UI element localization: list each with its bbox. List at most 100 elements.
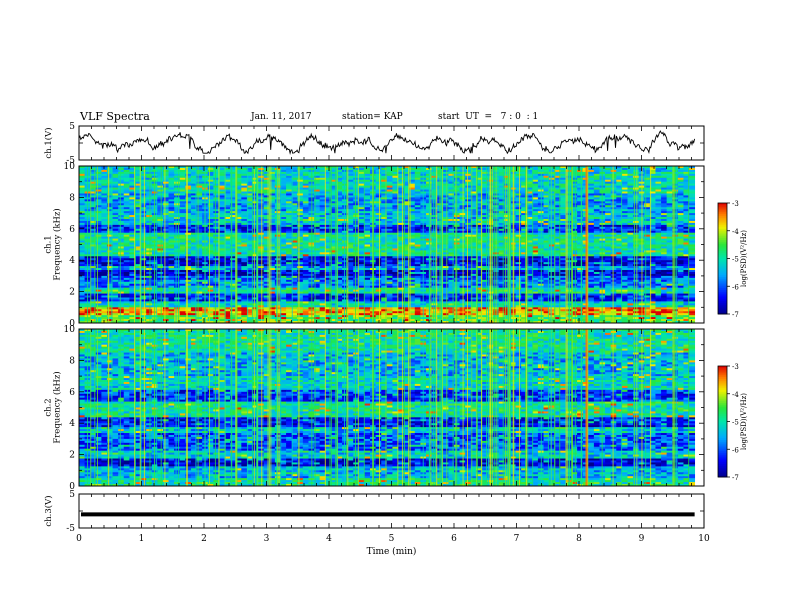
ch1-spectrogram-cell — [633, 181, 640, 185]
ch1-spectrogram-cell — [347, 169, 354, 173]
ch1-spectrogram-cell — [224, 185, 231, 188]
ch1-spectrogram-cell — [633, 189, 640, 192]
ch1-spectrogram-cell — [342, 195, 349, 198]
ch1-spectrogram-cell — [442, 203, 449, 206]
ch1-spectrogram-cell — [409, 173, 416, 177]
ch1-spectrogram-cell — [314, 209, 321, 212]
ch1-spectrogram-cell — [526, 166, 533, 169]
ch1-spectrogram-cell — [605, 171, 612, 175]
ch1-spectrogram-cell — [353, 179, 360, 183]
ch1-spectrogram-cell — [218, 203, 225, 206]
ch1-spectrogram-cell — [213, 175, 220, 179]
ch1-spectrogram-cell — [336, 213, 343, 216]
ch1-spectrogram-cell — [157, 183, 164, 187]
ch1-spectrogram-cell — [185, 167, 192, 171]
ch1-spectrogram-cell — [431, 191, 438, 194]
ch1-spectrogram-cell — [554, 181, 561, 185]
ch1-spectrogram-cell — [605, 197, 612, 200]
ch1-spectrogram-cell — [649, 191, 656, 194]
ch1-spectrogram-cell — [342, 167, 349, 171]
ch1-spectrogram-cell — [246, 169, 253, 173]
ch1-spectrogram-cell — [593, 169, 600, 173]
ch1-spectrogram-cell — [190, 197, 197, 200]
ch1-spectrogram-cell — [593, 181, 600, 185]
ch1-spectrogram-cell — [185, 166, 192, 169]
ch1-spectrogram-cell — [185, 171, 192, 175]
ch1-spectrogram-cell — [476, 207, 483, 210]
ch1-spectrogram-cell — [353, 197, 360, 200]
ch1-spectrogram-cell — [521, 209, 528, 212]
ch1-spectrogram-cell — [521, 171, 528, 175]
ch1-spectrogram-cell — [392, 201, 399, 204]
ch1-spectrogram-cell — [621, 201, 628, 204]
ch1-spectrogram-cell — [593, 183, 600, 187]
ch1-spectrogram-cell — [213, 215, 220, 218]
ch1-spectrogram-cell — [481, 183, 488, 187]
ch1-spectrogram-cell — [375, 169, 382, 173]
ch1-spectrogram-cell — [252, 185, 259, 188]
ch1-spectrogram-cell — [661, 189, 668, 192]
ch1-spectrogram-cell — [342, 169, 349, 173]
ch1-spectrogram-cell — [414, 175, 421, 179]
ch1-spectrogram-cell — [621, 181, 628, 185]
ch1-spectrogram-cell — [269, 167, 276, 171]
ch1-spectrogram-cell — [498, 169, 505, 173]
ch1-spectrogram-cell — [621, 203, 628, 206]
ch1-spectrogram-cell — [459, 169, 466, 173]
ch1-spectrogram-cell — [610, 183, 617, 187]
ch1-spectrogram-cell — [549, 191, 556, 194]
ch1-spectrogram-cell — [459, 199, 466, 202]
ch1-spectrogram-cell — [314, 167, 321, 171]
ch1-spectrogram-cell — [185, 187, 192, 190]
ch1-spectrogram-cell — [258, 167, 265, 171]
ch1-spectrogram-cell — [481, 187, 488, 190]
ch1-spectrogram-cell — [689, 209, 696, 212]
ch1-spectrogram-cell — [286, 187, 293, 190]
ch1-spectrogram-cell — [112, 185, 119, 188]
ch1-spectrogram-cell — [336, 179, 343, 183]
ch1-spectrogram-cell — [381, 215, 388, 218]
ch1-spectrogram-cell — [521, 166, 528, 169]
ch1-spectrogram-cell — [644, 173, 651, 177]
ch1-spectrogram-cell — [386, 201, 393, 204]
ch1-spectrogram-cell — [174, 199, 181, 202]
ch1-spectrogram-cell — [246, 199, 253, 202]
ch1-spectrogram-cell — [588, 201, 595, 204]
ch1-spectrogram-cell — [409, 169, 416, 173]
ch1-spectrogram-cell — [213, 213, 220, 216]
ch1-spectrogram-cell — [358, 201, 365, 204]
ch1-spectrogram-cell — [353, 173, 360, 177]
ch1-spectrogram-cell — [683, 177, 690, 181]
ch1-spectrogram-cell — [627, 209, 634, 212]
ch1-spectrogram-cell — [90, 211, 97, 214]
ch1-spectrogram-cell — [353, 167, 360, 171]
ch1-spectrogram-cell — [185, 211, 192, 214]
ch1-spectrogram-cell — [185, 213, 192, 216]
ch1-spectrogram-cell — [560, 179, 567, 183]
ch1-spectrogram-cell — [616, 205, 623, 208]
ch1-spectrogram-cell — [633, 199, 640, 202]
ch1-spectrogram-cell — [263, 187, 270, 190]
ch1-spectrogram-cell — [661, 175, 668, 179]
ch1-spectrogram-cell — [330, 183, 337, 187]
ch1-spectrogram-cell — [633, 209, 640, 212]
ch1-spectrogram-cell — [358, 205, 365, 208]
ch1-spectrogram-cell — [123, 207, 130, 210]
ch1-spectrogram-cell — [123, 166, 130, 169]
ch1-spectrogram-cell — [392, 169, 399, 173]
ch1-spectrogram-cell — [224, 183, 231, 187]
ch1-spectrogram-cell — [392, 181, 399, 185]
ch1-spectrogram-cell — [286, 207, 293, 210]
ch1-spectrogram-cell — [386, 189, 393, 192]
ch1-spectrogram-cell — [185, 209, 192, 212]
ch1-spectrogram-cell — [230, 213, 237, 216]
ch1-spectrogram-cell — [241, 217, 248, 220]
ch1-spectrogram-cell — [375, 209, 382, 212]
ch1-spectrogram-cell — [677, 203, 684, 206]
ch1-spectrogram-cell — [610, 193, 617, 196]
ch1-spectrogram-cell — [644, 209, 651, 212]
station-label: station= KAP — [342, 112, 403, 122]
ch1-spectrogram-cell — [532, 189, 539, 192]
ch1-spectrogram-cell — [140, 166, 147, 169]
ch1-spectrogram-cell — [224, 203, 231, 206]
